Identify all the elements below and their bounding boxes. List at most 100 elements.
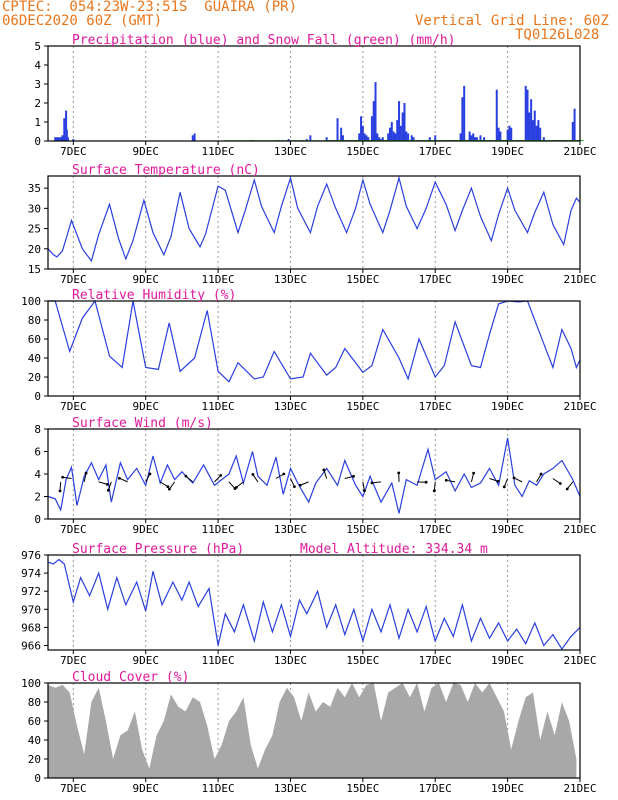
precip-bar (524, 85, 527, 141)
y-tick-label: 60 (28, 333, 41, 346)
y-tick-label: 974 (21, 567, 41, 580)
y-tick-label: 20 (28, 753, 41, 766)
precip-bar (403, 103, 406, 141)
wind-arrow-head (397, 471, 401, 475)
wind-arrow-head (472, 471, 476, 475)
y-tick-label: 5 (34, 40, 41, 53)
precip-bar (474, 137, 477, 141)
precip-bar (363, 133, 366, 141)
panel-0 (44, 45, 584, 145)
precip-bar (412, 137, 415, 141)
wind-arrow-head (502, 485, 506, 489)
precip-bar (497, 127, 500, 141)
panel-1 (44, 175, 581, 273)
precip-bar (340, 127, 343, 141)
y-tick-label: 80 (28, 314, 41, 327)
precip-bar (336, 118, 339, 141)
panel-title: Surface Pressure (hPa) (72, 542, 244, 557)
x-tick-label: 15DEC (346, 145, 379, 158)
wind-arrow-head (496, 479, 500, 483)
wind-arrow-head (58, 489, 62, 493)
series-line (47, 437, 581, 514)
x-tick-label: 17DEC (419, 654, 452, 667)
panel-frame (47, 45, 581, 142)
precip-bar (410, 135, 413, 141)
wind-arrow (290, 478, 295, 487)
wind-arrow-head (61, 475, 65, 479)
precip-bar (56, 137, 59, 141)
x-tick-label: 15DEC (346, 523, 379, 536)
wind-arrow (344, 475, 354, 479)
precip-bar (571, 122, 574, 141)
x-tick-label: 9DEC (132, 273, 159, 286)
precip-bar (528, 112, 531, 141)
y-tick-label: 3 (34, 78, 41, 91)
wind-arrow-head (166, 485, 170, 489)
precip-bar (191, 135, 194, 141)
precip-bar (475, 137, 478, 141)
precip-bar (531, 120, 534, 141)
precip-bar (398, 101, 401, 141)
wind-arrow-head (512, 476, 516, 480)
y-tick-label: 0 (34, 772, 41, 785)
precip-bar (54, 137, 57, 141)
precip-bar (394, 133, 397, 141)
x-tick-label: 21DEC (563, 273, 596, 286)
precip-bar (309, 135, 312, 141)
x-tick-label: 15DEC (346, 400, 379, 413)
wind-arrow-head (352, 474, 355, 478)
precip-bar (370, 116, 373, 141)
panel-title: Precipitation (blue) and Snow Fall (gree… (72, 33, 456, 48)
x-tick-label: 19DEC (491, 782, 524, 795)
wind-arrow (275, 473, 285, 479)
x-tick-label: 11DEC (202, 654, 235, 667)
y-tick-label: 976 (21, 549, 41, 562)
y-tick-label: 30 (28, 202, 41, 215)
wind-arrow-head (117, 476, 121, 480)
wind-arrow (446, 479, 456, 483)
y-tick-label: 0 (34, 513, 41, 526)
precip-bar (573, 108, 576, 141)
precip-bar (360, 116, 363, 141)
header-grid-note: Vertical Grid Line: 60Z (415, 13, 609, 29)
precip-bar (367, 137, 370, 141)
precip-bar (59, 137, 62, 141)
wind-arrow (145, 473, 151, 483)
panel-3 (44, 428, 581, 523)
wind-arrow-head (106, 488, 110, 492)
x-tick-label: 7DEC (60, 523, 87, 536)
precip-bar (381, 137, 384, 141)
wind-arrow-head (322, 468, 326, 472)
y-tick-label: 8 (34, 423, 41, 436)
precip-bar (65, 110, 68, 141)
wind-arrow (62, 476, 72, 479)
model-altitude: Model Altitude: 334.34 m (300, 542, 488, 557)
y-tick-label: 25 (28, 223, 41, 236)
y-tick-label: 966 (21, 639, 41, 652)
wind-arrow (159, 481, 169, 488)
x-tick-label: 13DEC (274, 654, 307, 667)
y-tick-label: 15 (28, 263, 41, 276)
y-tick-label: 40 (28, 352, 41, 365)
x-tick-label: 21DEC (563, 145, 596, 158)
x-tick-label: 17DEC (419, 145, 452, 158)
y-tick-label: 2 (34, 491, 41, 504)
wind-arrow (300, 481, 309, 486)
wind-arrow (552, 478, 561, 484)
precip-bar (65, 129, 68, 141)
x-tick-label: 19DEC (491, 654, 524, 667)
x-tick-label: 7DEC (60, 273, 87, 286)
wind-arrow-head (282, 472, 286, 476)
x-tick-label: 7DEC (60, 400, 87, 413)
precip-bar (526, 89, 529, 141)
wind-arrow (566, 481, 574, 490)
y-tick-label: 20 (28, 243, 41, 256)
series-line (47, 558, 581, 651)
wind-arrow (119, 477, 128, 483)
y-tick-label: 40 (28, 734, 41, 747)
precip-bar (461, 97, 464, 141)
panel-title: Surface Wind (m/s) (72, 416, 213, 431)
precip-bar (72, 139, 75, 141)
wind-arrow-head (424, 480, 428, 484)
